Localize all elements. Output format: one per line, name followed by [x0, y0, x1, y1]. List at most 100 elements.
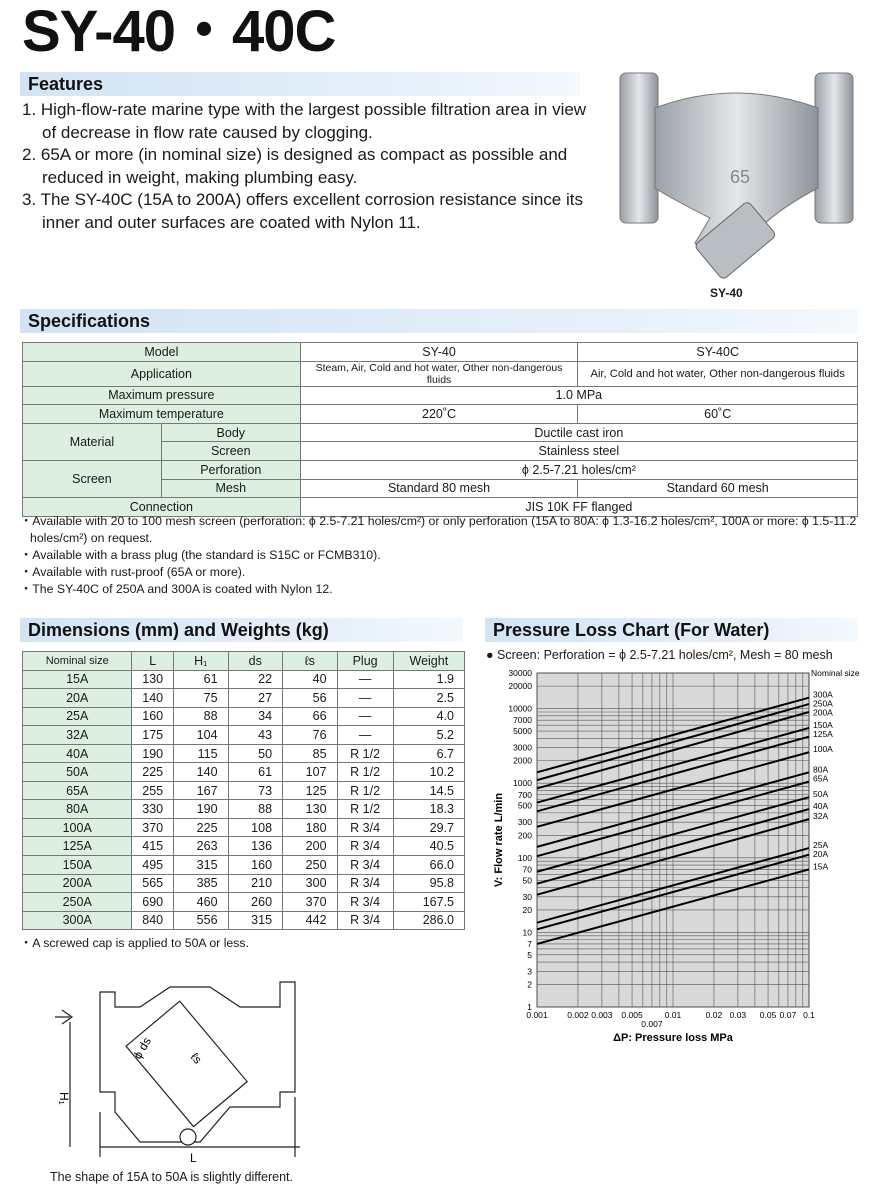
table-row: 50A 225 140 61 107 R 1/2 10.2	[21, 762, 466, 782]
screen-material-value: Stainless steel	[299, 441, 859, 461]
body-value: Ductile cast iron	[299, 422, 859, 443]
series-label: 300A	[813, 690, 833, 700]
y-tick-label: 500	[518, 801, 532, 811]
table-cell: 167.5	[392, 892, 466, 912]
table-cell: R 3/4	[336, 836, 394, 857]
table-cell: 20A	[21, 688, 133, 708]
x-tick-label: 0.005	[621, 1010, 643, 1020]
table-cell: 18.3	[392, 799, 466, 819]
table-cell: 175	[131, 725, 175, 745]
series-label: 32A	[813, 811, 828, 821]
product-photo: 65	[619, 72, 854, 279]
table-cell: —	[336, 706, 394, 727]
table-cell: 50A	[21, 762, 133, 782]
y-axis-label: V: Flow rate L/min	[493, 793, 505, 887]
y-tick-label: 300	[518, 817, 532, 827]
table-cell: 130	[131, 669, 175, 690]
table-cell: 4.0	[392, 706, 466, 727]
table-cell: 250A	[21, 892, 133, 912]
application-label: Application	[22, 360, 301, 387]
x-axis-label: ΔP: Pressure loss MPa	[613, 1032, 734, 1044]
table-cell: 29.7	[392, 817, 466, 838]
body-mark: 65	[730, 167, 750, 187]
y-tick-label: 7000	[513, 715, 532, 725]
series-line-40A	[536, 808, 810, 885]
screen-material-label: Screen	[160, 441, 301, 461]
spec-note: ・The SY-40C of 250A and 300A is coated w…	[20, 582, 333, 596]
table-cell: 25A	[21, 706, 133, 727]
table-cell: 22	[227, 669, 284, 690]
table-cell: 95.8	[392, 873, 466, 894]
table-cell: 2.5	[392, 688, 466, 708]
table-cell: —	[336, 688, 394, 708]
perforation-label: Perforation	[160, 459, 301, 480]
table-cell: 32A	[21, 725, 133, 745]
table-cell: 6.7	[392, 743, 466, 764]
series-label: 125A	[813, 729, 833, 739]
x-tick-label: 0.03	[730, 1010, 747, 1020]
series-label: 50A	[813, 789, 828, 799]
spec-note: ・Available with a brass plug (the standa…	[20, 548, 381, 562]
y-tick-label: 2000	[513, 756, 532, 766]
photo-caption: SY-40	[710, 286, 743, 300]
table-row: 300A 840 556 315 442 R 3/4 286.0	[21, 910, 466, 931]
features-heading: Features	[20, 72, 580, 96]
table-cell: 75	[173, 688, 229, 708]
y-tick-label: 10	[523, 927, 533, 937]
x-tick-label: 0.002	[567, 1010, 589, 1020]
table-cell: 56	[282, 688, 338, 708]
table-cell: 840	[131, 910, 175, 931]
table-cell: 10.2	[392, 762, 466, 782]
series-line-25A	[536, 847, 810, 924]
l-label: L	[190, 1151, 197, 1165]
table-cell: 115	[173, 743, 229, 764]
series-line-32A	[536, 818, 810, 896]
series-line-150A	[536, 726, 810, 804]
table-cell: 225	[131, 762, 175, 782]
table-cell: 263	[173, 836, 229, 857]
table-cell: 88	[173, 706, 229, 727]
series-line-300A	[536, 696, 810, 774]
series-line-200A	[536, 711, 810, 790]
table-cell: 125A	[21, 836, 133, 857]
x-tick-label: 0.1	[803, 1010, 815, 1020]
table-cell: R 3/4	[336, 910, 394, 931]
table-cell: 107	[282, 762, 338, 782]
table-cell: 80A	[21, 799, 133, 819]
table-row: 150A 495 315 160 250 R 3/4 66.0	[21, 855, 466, 875]
table-cell: 300	[282, 873, 338, 894]
mesh-label: Mesh	[160, 478, 301, 499]
mesh-sy40: Standard 80 mesh	[299, 478, 579, 499]
table-cell: 190	[173, 799, 229, 819]
temperature-label: Maximum temperature	[22, 404, 301, 424]
table-cell: 160	[131, 706, 175, 727]
table-cell: 100A	[21, 817, 133, 838]
table-cell: 250	[282, 855, 338, 875]
y-tick-label: 200	[518, 830, 532, 840]
y-tick-label: 20	[523, 905, 533, 915]
series-label: 250A	[813, 699, 833, 709]
pressure-label: Maximum pressure	[22, 385, 301, 406]
table-cell: 330	[131, 799, 175, 819]
table-cell: 40	[282, 669, 338, 690]
series-label: 15A	[813, 861, 828, 871]
column-header: ds	[227, 651, 284, 671]
table-row: 65A 255 167 73 125 R 1/2 14.5	[21, 780, 466, 801]
page-title: SY-40・40C	[22, 0, 336, 64]
table-cell: 167	[173, 780, 229, 801]
table-cell: 442	[282, 910, 338, 931]
table-row: 250A 690 460 260 370 R 3/4 167.5	[21, 892, 466, 912]
dimensions-note: ・A screwed cap is applied to 50A or less…	[20, 936, 249, 950]
table-cell: 125	[282, 780, 338, 801]
feature-item: 2. 65A or more (in nominal size) is desi…	[22, 145, 568, 187]
material-label: Material	[22, 422, 162, 461]
mesh-sy40c: Standard 60 mesh	[577, 478, 858, 499]
specifications-table: Model SY-40 SY-40C Application Steam, Air, …	[22, 342, 859, 517]
table-cell: 5.2	[392, 725, 466, 745]
table-cell: 210	[227, 873, 284, 894]
table-cell: 61	[227, 762, 284, 782]
table-cell: R 3/4	[336, 855, 394, 875]
x-tick-label: 0.07	[780, 1010, 797, 1020]
table-cell: R 3/4	[336, 817, 394, 838]
legend-title: Nominal size	[811, 668, 860, 678]
